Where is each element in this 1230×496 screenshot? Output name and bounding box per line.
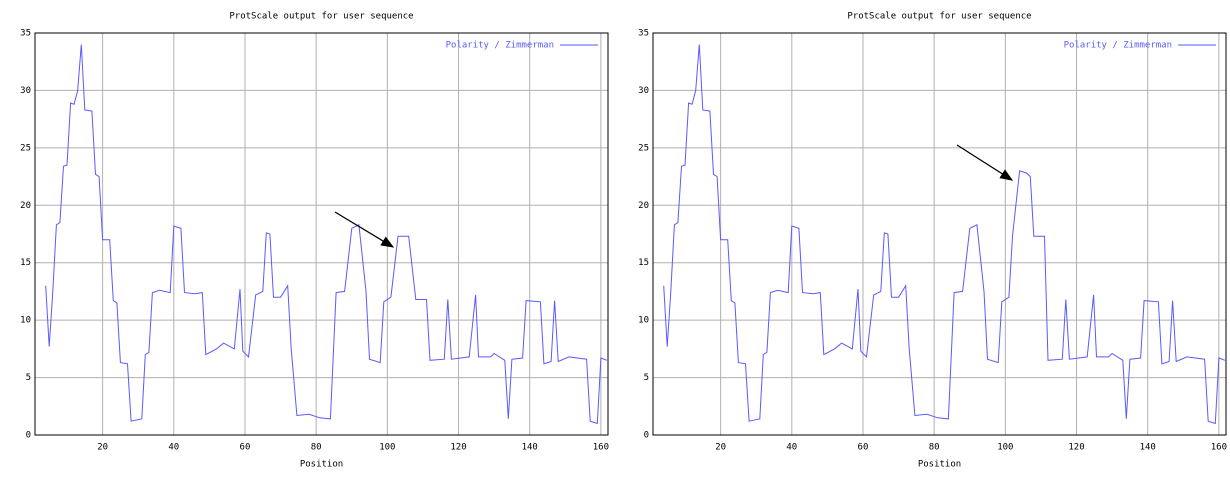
y-tick-label: 10 [638,316,649,326]
x-tick-label: 40 [168,443,179,453]
plot-background [653,33,1226,435]
legend-label: Polarity / Zimmerman [446,41,554,51]
x-tick-label: 100 [379,443,395,453]
y-tick-label: 10 [20,316,31,326]
y-tick-label: 25 [20,143,31,153]
data-line [663,44,1226,425]
x-tick-label: 80 [929,443,940,453]
y-tick-label: 5 [26,373,31,383]
y-tick-label: 20 [20,201,31,211]
y-tick-label: 0 [644,431,649,441]
y-tick-label: 0 [26,431,31,441]
x-tick-label: 160 [1211,443,1227,453]
x-axis-label: Position [300,460,343,470]
arrow [956,144,1014,181]
x-tick-label: 160 [593,443,609,453]
y-tick-label: 35 [638,29,649,39]
data-line [45,44,608,425]
x-tick-label: 120 [1068,443,1084,453]
plot-frame [652,32,1227,436]
y-tick-label: 15 [638,258,649,268]
y-tick-label: 30 [638,86,649,96]
x-tick-label: 40 [786,443,797,453]
x-tick-label: 60 [240,443,251,453]
x-axis-label: Position [918,460,961,470]
y-tick-label: 25 [638,143,649,153]
y-tick-label: 15 [20,258,31,268]
x-tick-label: 80 [311,443,322,453]
x-tick-label: 120 [450,443,466,453]
legend-label: Polarity / Zimmerman [1064,41,1172,51]
y-tick-label: 5 [644,373,649,383]
y-tick-label: 35 [20,29,31,39]
x-tick-label: 20 [97,443,108,453]
plot-background [35,33,608,435]
x-tick-label: 140 [522,443,538,453]
arrow [334,211,395,248]
plot-frame [34,32,609,436]
chart-title: ProtScale output for user sequence [847,12,1031,22]
x-tick-label: 140 [1140,443,1156,453]
x-tick-label: 60 [858,443,869,453]
y-tick-label: 20 [638,201,649,211]
chart-title: ProtScale output for user sequence [229,12,413,22]
x-tick-label: 100 [997,443,1013,453]
y-tick-label: 30 [20,86,31,96]
x-tick-label: 20 [715,443,726,453]
